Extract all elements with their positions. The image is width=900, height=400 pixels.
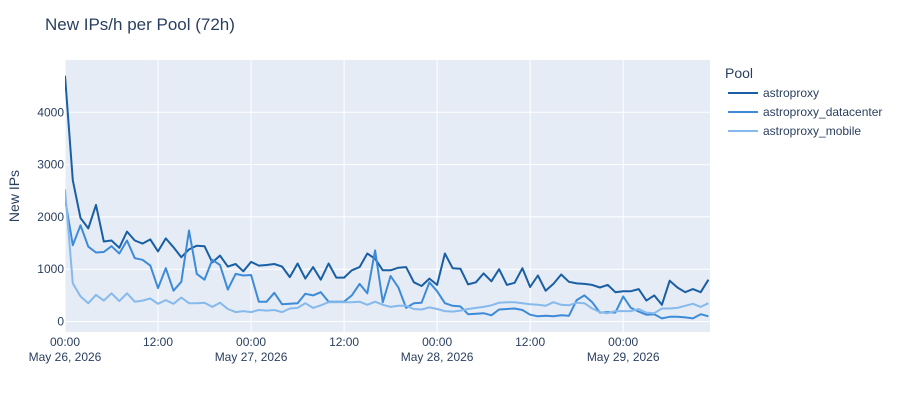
x-tick-date-label: May 28, 2026	[401, 350, 474, 364]
legend-item-astroproxy-datacenter[interactable]: astroproxy_datacenter	[728, 105, 882, 119]
x-tick-label: 00:00	[50, 335, 80, 349]
legend-label: astroproxy_mobile	[763, 124, 861, 138]
y-tick-label: 4000	[37, 105, 64, 119]
x-tick-label: 00:00	[236, 335, 266, 349]
x-tick-label: 12:00	[143, 335, 173, 349]
y-axis-title: New IPs	[6, 170, 22, 222]
series-group	[65, 75, 710, 320]
legend-label: astroproxy_datacenter	[763, 105, 882, 119]
series-line-astroproxy-mobile	[65, 189, 709, 315]
y-tick-label: 3000	[37, 158, 64, 172]
y-tick-label: 2000	[37, 210, 64, 224]
legend-item-astroproxy-mobile[interactable]: astroproxy_mobile	[728, 124, 861, 138]
legend-title: Pool	[725, 65, 753, 81]
x-tick-label: 00:00	[422, 335, 452, 349]
legend-label: astroproxy	[763, 86, 819, 100]
x-tick-date-label: May 26, 2026	[29, 350, 102, 364]
x-tick-label: 00:00	[608, 335, 638, 349]
y-tick-label: 0	[57, 315, 64, 329]
series-line-astroproxy	[65, 75, 710, 306]
x-tick-date-label: May 29, 2026	[587, 350, 660, 364]
y-tick-label: 1000	[37, 262, 64, 276]
x-tick-date-label: May 27, 2026	[215, 350, 288, 364]
x-tick-label: 12:00	[329, 335, 359, 349]
legend-item-astroproxy[interactable]: astroproxy	[728, 86, 819, 100]
chart-title: New IPs/h per Pool (72h)	[45, 15, 235, 34]
x-tick-label: 12:00	[515, 335, 545, 349]
legend: Pool astroproxy astroproxy_datacenterastr…	[725, 65, 882, 138]
